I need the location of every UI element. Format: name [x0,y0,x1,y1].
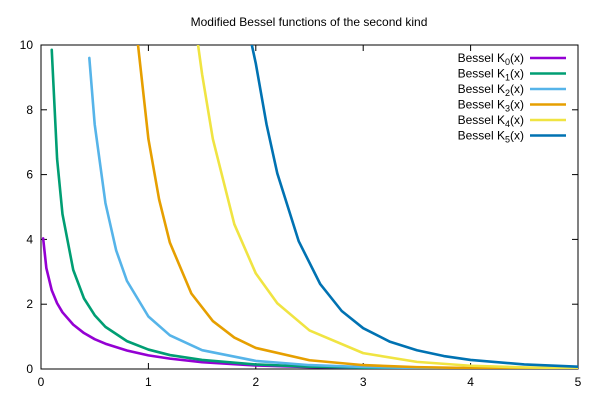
legend-label-suffix: (x) [510,67,524,81]
y-tick-label: 8 [26,103,33,117]
x-tick-label: 5 [575,375,582,389]
legend-label-suffix: (x) [510,98,524,112]
legend-label-subscript: 4 [505,119,510,129]
legend-label-prefix: Bessel K [458,51,505,65]
legend-label-prefix: Bessel K [458,67,505,81]
legend-label-subscript: 5 [505,135,510,145]
y-tick-label: 0 [26,362,33,376]
legend: Bessel K0(x)Bessel K1(x)Bessel K2(x)Bess… [458,51,566,145]
legend-label-prefix: Bessel K [458,82,505,96]
series-line-k5 [250,45,578,369]
x-tick-label: 4 [467,375,474,389]
legend-label-suffix: (x) [510,113,524,127]
x-tick-label: 2 [252,375,259,389]
legend-label-k3: Bessel K3(x) [458,98,524,114]
chart-title: Modified Bessel functions of the second … [191,15,428,29]
series-line-k4 [196,45,578,369]
series-line-k3 [136,45,578,369]
legend-label-k0: Bessel K0(x) [458,51,524,67]
legend-label-suffix: (x) [510,51,524,65]
legend-label-k4: Bessel K4(x) [458,113,524,129]
plot-frame [40,44,579,370]
legend-label-k1: Bessel K1(x) [458,67,524,83]
legend-label-subscript: 3 [505,104,510,114]
x-tick-label: 0 [38,375,45,389]
series-line-k0 [41,237,578,369]
y-tick-label: 10 [20,38,34,52]
legend-label-subscript: 1 [505,73,510,83]
legend-label-suffix: (x) [510,82,524,96]
y-tick-label: 4 [26,232,33,246]
legend-label-prefix: Bessel K [458,129,505,143]
y-tick-label: 6 [26,168,33,182]
series-group [41,45,578,369]
legend-label-prefix: Bessel K [458,98,505,112]
legend-label-k5: Bessel K5(x) [458,129,524,145]
legend-label-k2: Bessel K2(x) [458,82,524,98]
legend-label-subscript: 0 [505,57,510,67]
x-tick-label: 3 [360,375,367,389]
x-tick-label: 1 [145,375,152,389]
legend-label-suffix: (x) [510,129,524,143]
legend-label-prefix: Bessel K [458,113,505,127]
legend-label-subscript: 2 [505,88,510,98]
y-tick-label: 2 [26,297,33,311]
